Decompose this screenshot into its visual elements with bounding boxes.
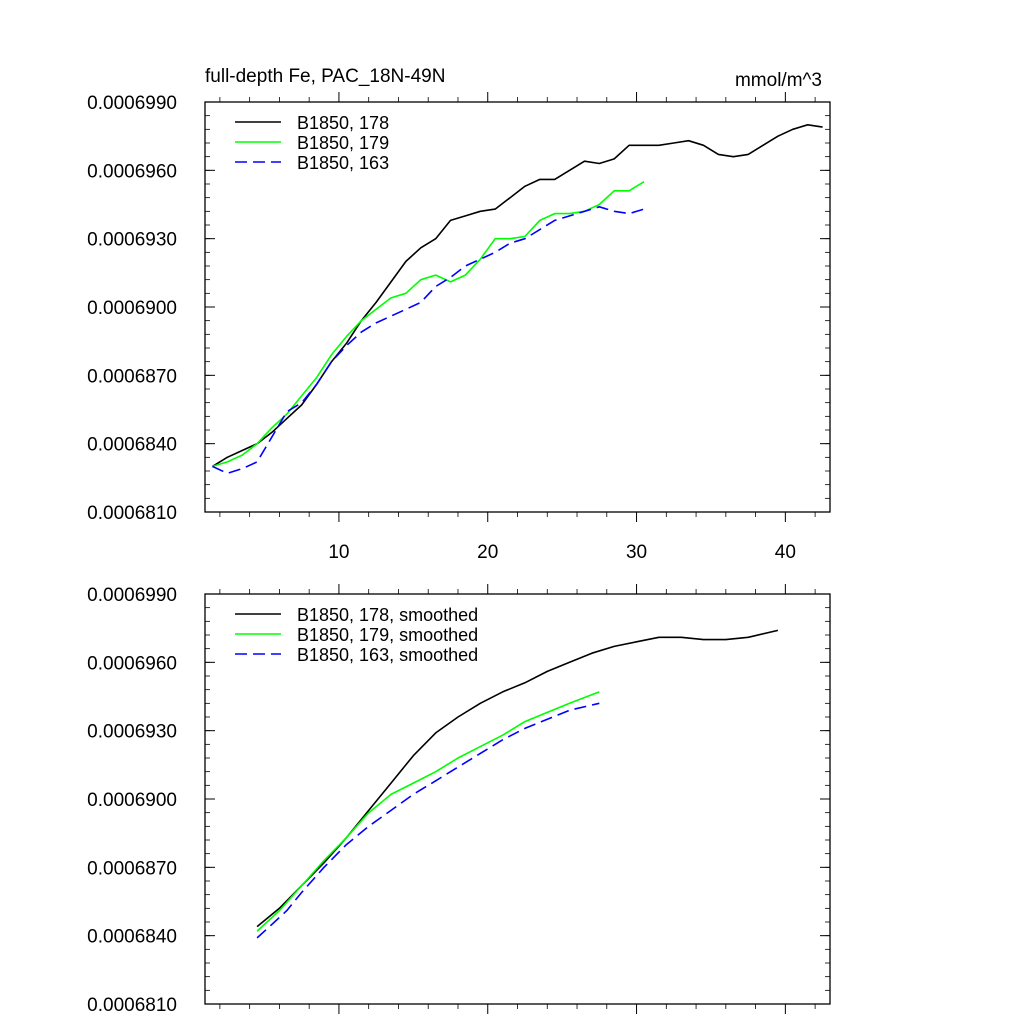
y-tick-label: 0.0006870 — [87, 366, 177, 387]
chart-title: full-depth Fe, PAC_18N-49N — [205, 66, 445, 87]
y-tick-label: 0.0006930 — [87, 230, 177, 251]
x-tick-label: 10 — [328, 542, 349, 563]
y-tick-label: 0.0006810 — [87, 503, 177, 524]
y-tick-label: 0.0006930 — [87, 722, 177, 743]
legend-label: B1850, 178, smoothed — [297, 605, 478, 625]
y-tick-label: 0.0006960 — [87, 653, 177, 674]
legend-label: B1850, 163 — [297, 153, 389, 173]
y-tick-label: 0.0006840 — [87, 927, 177, 948]
panel-top: 0.0006810 0.0006840 0.0006870 0.0006900 0.00… — [87, 66, 831, 563]
y-tick-label: 0.0006990 — [87, 585, 177, 606]
x-tick-label: 20 — [477, 542, 498, 563]
series-line-2 — [256, 691, 600, 932]
y-tick-label: 0.0006840 — [87, 435, 177, 456]
series-line-3 — [212, 206, 645, 475]
legend-label: B1850, 179, smoothed — [297, 625, 478, 645]
legend-label: B1850, 163, smoothed — [297, 645, 478, 665]
x-tick-label: 40 — [775, 542, 796, 563]
y-tick-label: 0.0006870 — [87, 858, 177, 879]
panel-bottom: 0.0006810 0.0006840 0.0006870 0.0006900 0.00… — [87, 584, 831, 1016]
y-tick-label: 0.0006900 — [87, 790, 177, 811]
y-tick-label: 0.0006810 — [87, 995, 177, 1016]
series-line-3 — [256, 702, 600, 939]
series-line-2 — [212, 181, 645, 468]
units-label: mmol/m^3 — [735, 70, 822, 91]
y-tick-label: 0.0006960 — [87, 161, 177, 182]
legend-label: B1850, 178 — [297, 113, 389, 133]
series-line-1 — [256, 629, 779, 928]
y-tick-label: 0.0006900 — [87, 298, 177, 319]
legend-label: B1850, 179 — [297, 133, 389, 153]
x-tick-label: 30 — [626, 542, 647, 563]
series-line-1 — [211, 124, 823, 468]
y-tick-label: 0.0006990 — [87, 93, 177, 114]
